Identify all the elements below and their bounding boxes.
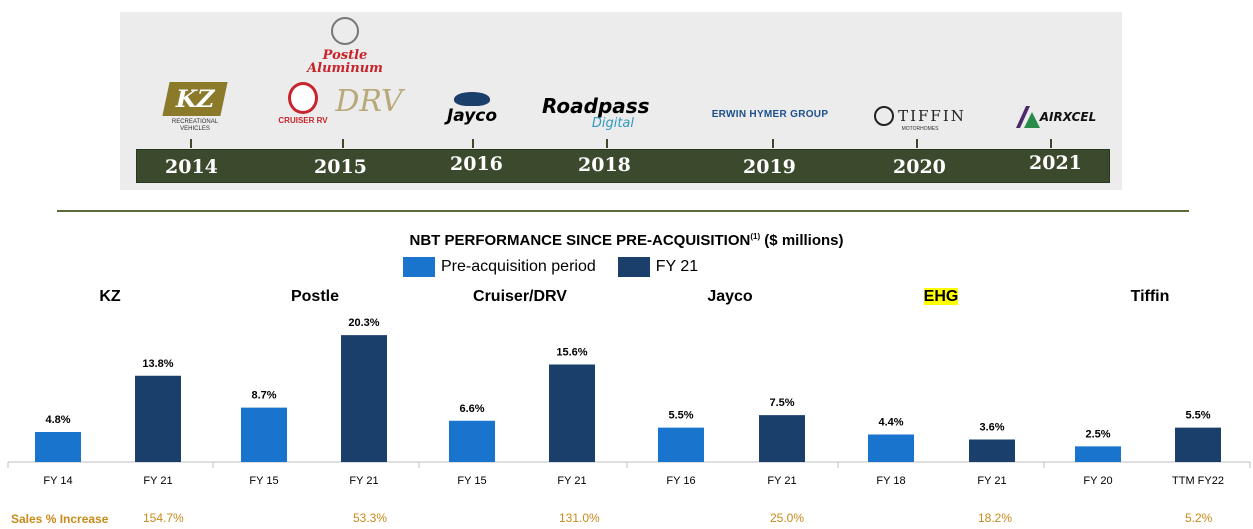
postle-logo: Postle Aluminum [300,17,390,75]
data-label: 8.7% [251,390,276,402]
airxcel-logo: AIRXCEL [1006,106,1106,128]
sales-increase-value: 131.0% [559,511,600,525]
category-label: FY 21 [977,475,1006,487]
acquisition-timeline: KZ RECREATIONAL VEHICLES Postle Aluminum… [120,12,1122,190]
year-label: 2016 [450,153,503,175]
bar-pre-acquisition [449,420,495,462]
category-label: FY 20 [1083,475,1112,487]
bar-fy21 [549,364,595,462]
panel-title-kz: KZ [99,288,121,305]
category-label: FY 21 [349,475,378,487]
legend-label-pre: Pre-acquisition period [441,258,596,275]
year-label: 2018 [578,154,631,176]
chart-title: NBT PERFORMANCE SINCE PRE-ACQUISITION(1)… [409,232,844,249]
data-label: 6.6% [459,403,484,415]
bar-fy21 [341,335,387,462]
legend-swatch-fy21 [617,257,650,277]
section-divider [57,210,1189,212]
data-label: 20.3% [348,317,379,329]
roadpass-logo: Roadpass Digital [542,94,650,131]
category-label: FY 15 [457,475,486,487]
data-label: 7.5% [769,397,794,409]
bar-pre-acquisition [35,432,81,462]
sales-increase-value: 5.2% [1185,511,1213,525]
category-label: FY 21 [557,475,586,487]
sales-increase-value: 53.3% [353,511,388,525]
cruiser-rv-logo: CRUISER RV [278,82,328,125]
jayco-logo: Jayco [432,92,512,126]
bar-pre-acquisition [1075,446,1121,462]
category-label: FY 14 [43,475,72,487]
data-label: 3.6% [979,422,1004,434]
bar-fy21 [135,375,181,462]
data-label: 2.5% [1085,428,1110,440]
bar-fy21 [1175,427,1221,462]
bar-pre-acquisition [868,434,914,462]
data-label: 4.8% [45,414,70,426]
legend-swatch-pre [403,257,435,277]
sales-increase-value: 18.2% [978,511,1013,525]
category-label: FY 15 [249,475,278,487]
year-label: 2019 [743,156,796,178]
category-label: FY 21 [767,475,796,487]
sales-increase-value: 25.0% [770,511,805,525]
category-label: TTM FY22 [1172,475,1224,487]
bar-fy21 [969,439,1015,462]
year-label: 2020 [893,156,946,178]
panel-title-ehg: EHG [923,288,959,305]
bar-pre-acquisition [241,407,287,462]
erwin-hymer-group-logo: ERWIN HYMER GROUP [711,109,829,120]
category-label: FY 21 [143,475,172,487]
panel-title-cruiser-drv: Cruiser/DRV [473,288,567,305]
data-label: 15.6% [556,347,587,359]
chart-legend: Pre-acquisition period FY 21 [403,257,698,277]
bar-pre-acquisition [658,427,704,462]
legend-label-fy21: FY 21 [655,258,699,275]
panel-title-tiffin: Tiffin [1130,288,1170,305]
data-label: 13.8% [142,358,173,370]
category-label: FY 18 [876,475,905,487]
data-label: 4.4% [878,417,903,429]
category-label: FY 16 [666,475,695,487]
nbt-bar-chart: 4.8% FY 14 13.8% FY 21 8.7% FY 15 20.3% FY 21 6.… [7,317,1251,487]
year-label: 2015 [314,156,367,178]
sales-increase-label: Sales % Increase [11,512,109,526]
tiffin-logo: TIFFIN MOTORHOMES [865,106,975,132]
panel-title-postle: Postle [290,288,339,305]
data-label: 5.5% [1185,410,1210,422]
bar-fy21 [759,415,805,462]
drv-logo: DRV [335,84,403,119]
timeline-bar: 2014 2015 2016 2018 2019 2020 2021 [136,149,1110,183]
year-label: 2014 [165,156,218,178]
sales-increase-value: 154.7% [143,511,184,525]
panel-title-jayco: Jayco [707,288,753,305]
data-label: 5.5% [668,410,693,422]
year-label: 2021 [1029,152,1082,174]
kz-logo: KZ RECREATIONAL VEHICLES [150,82,240,133]
